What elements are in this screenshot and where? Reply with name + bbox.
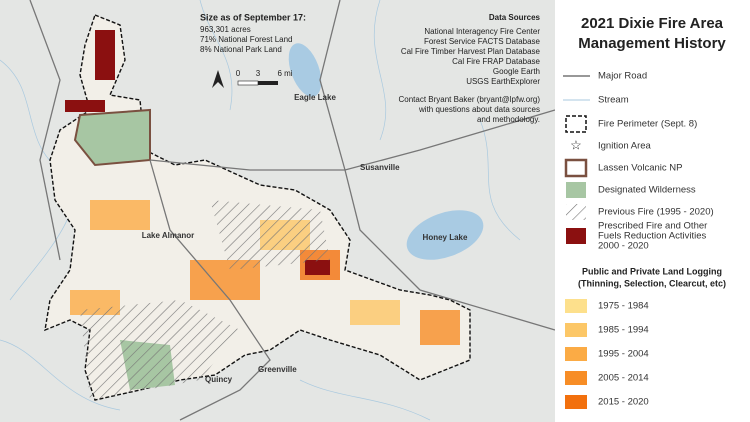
major-roads: [29, 0, 556, 421]
source-line: National Interagency Fire Center: [424, 27, 540, 36]
logging-label: 1985 - 1994: [598, 325, 649, 336]
size-line: 963,301 acres: [200, 25, 251, 34]
legend-label: Ignition Area: [598, 141, 652, 152]
logging-label: 2005 - 2014: [598, 373, 649, 384]
previous-fire: [80, 300, 240, 400]
source-line: Cal Fire Timber Harvest Plan Database: [401, 47, 541, 56]
source-line: USGS EarthExplorer: [466, 77, 540, 86]
legend-title: 2021 Dixie Fire Area: [581, 15, 724, 32]
legend-label: Major Road: [598, 71, 647, 82]
prev-fire-symbol: [566, 204, 586, 220]
wilderness-symbol: [566, 182, 586, 198]
source-line: Google Earth: [493, 67, 540, 76]
legend: 2021 Dixie Fire Area Management History Ma…: [563, 15, 726, 409]
legend-label: Previous Fire (1995 - 2020): [598, 207, 714, 218]
place-label: Susanville: [360, 163, 400, 172]
contact-line: with questions about data sources: [418, 105, 540, 114]
logging-label: 1975 - 1984: [598, 301, 649, 312]
source-line: Forest Service FACTS Database: [424, 37, 541, 46]
place-label: Eagle Lake: [294, 93, 336, 102]
scale-bar: [237, 80, 278, 86]
legend-title: Management History: [578, 35, 726, 52]
logging-label: 1995 - 2004: [598, 349, 649, 360]
legend-label: 2000 - 2020: [598, 241, 649, 252]
legend-label: Prescribed Fire and Other: [598, 221, 707, 232]
logging-swatch: [565, 347, 587, 361]
logging-label: 2015 - 2020: [598, 397, 649, 408]
legend-label: Fuels Reduction Activities: [598, 231, 706, 242]
size-title: Size as of September 17:: [200, 12, 306, 22]
sources-title: Data Sources: [489, 13, 541, 22]
north-arrow: [212, 70, 224, 88]
scale-label: 3: [256, 69, 261, 78]
scale-label: 6 mi: [277, 69, 292, 78]
logging-title: Public and Private Land Logging: [582, 266, 722, 276]
logging-swatch: [565, 323, 587, 337]
logging-swatch: [565, 299, 587, 313]
place-label: Honey Lake: [423, 233, 468, 242]
legend-label: Stream: [598, 95, 629, 106]
size-line: 71% National Forest Land: [200, 35, 293, 44]
scale-label: 0: [236, 69, 241, 78]
lassen-np: [73, 108, 151, 167]
contact-line: and methodology.: [477, 115, 540, 124]
place-label: Quincy: [205, 375, 233, 384]
place-label: Lake Almanor: [142, 231, 195, 240]
legend-label: Designated Wilderness: [598, 185, 696, 196]
logging-swatch: [565, 395, 587, 409]
place-label: Greenville: [258, 365, 297, 374]
size-line: 8% National Park Land: [200, 45, 282, 54]
logging-title: (Thinning, Selection, Clearcut, etc): [578, 278, 726, 288]
contact-line: Contact Bryant Baker (bryant@lpfw.org): [398, 95, 540, 104]
logging-swatch: [565, 371, 587, 385]
np-symbol: [564, 158, 588, 178]
rx-fire-symbol: [566, 228, 586, 244]
previous-fire: [210, 200, 330, 270]
legend-label: Lassen Volcanic NP: [598, 163, 683, 174]
legend-label: Fire Perimeter (Sept. 8): [598, 119, 697, 130]
legend-panel: [555, 0, 750, 422]
perimeter-symbol: [565, 115, 587, 133]
source-line: Cal Fire FRAP Database: [452, 57, 540, 66]
ignition-symbol: ☆: [570, 137, 582, 152]
